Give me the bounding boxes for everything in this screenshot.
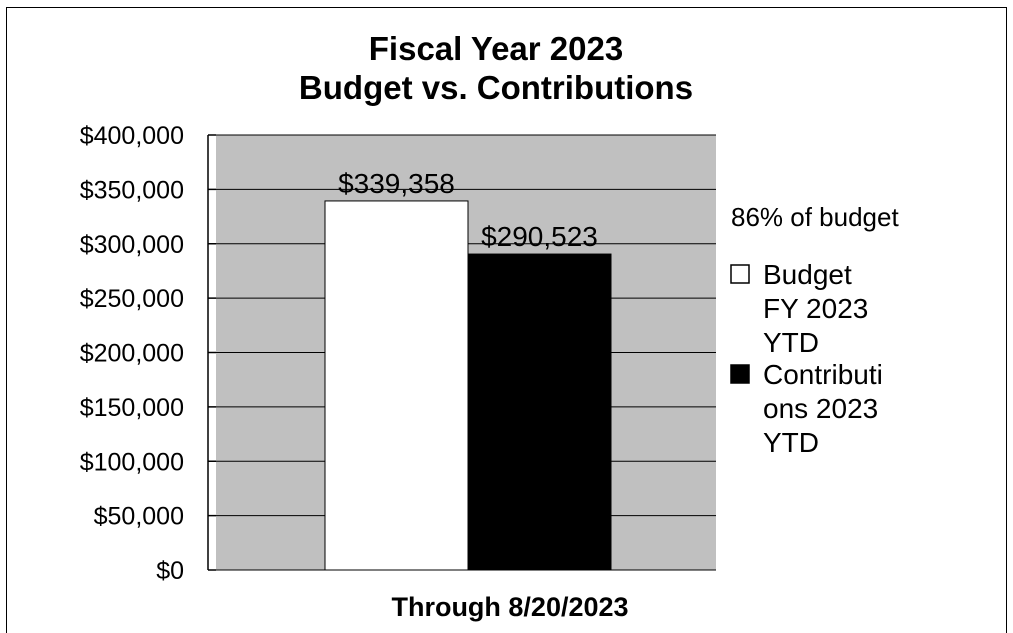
legend-swatch [730,264,750,284]
bar-budget [324,200,469,571]
legend-label: ons 2023 [763,393,878,424]
y-tick-label: $50,000 [94,503,184,531]
y-tick-label: $400,000 [80,122,184,150]
chart-title-line-2: Budget vs. Contributions [299,69,693,106]
chart-title-line-1: Fiscal Year 2023 [369,30,623,67]
data-labels: $339,358 $290,523 [338,168,598,252]
legend-label: Contributi [763,359,883,390]
bars [324,200,612,571]
y-tick-label: $200,000 [80,340,184,368]
data-label: $339,358 [338,168,455,199]
legend-label: YTD [763,427,819,458]
budget-percent-annotation: 86% of budget [731,202,899,232]
y-tick-label: $250,000 [80,285,184,313]
y-tick-label: $0 [156,557,184,585]
y-tick-label: $150,000 [80,394,184,422]
y-tick-label: $100,000 [80,448,184,476]
legend-label: YTD [763,327,819,358]
bar-contributions [467,253,612,571]
legend-swatch [730,364,750,384]
legend-label: FY 2023 [763,293,868,324]
data-label: $290,523 [481,221,598,252]
legend-label: Budget [763,259,852,290]
chart-border [6,7,1007,633]
y-tick-label: $300,000 [80,231,184,259]
y-tick-label: $350,000 [80,176,184,204]
y-axis: $400,000 $350,000 $300,000 $250,000 $200,000… [80,122,216,585]
x-axis-label: Through 8/20/2023 [391,592,628,622]
